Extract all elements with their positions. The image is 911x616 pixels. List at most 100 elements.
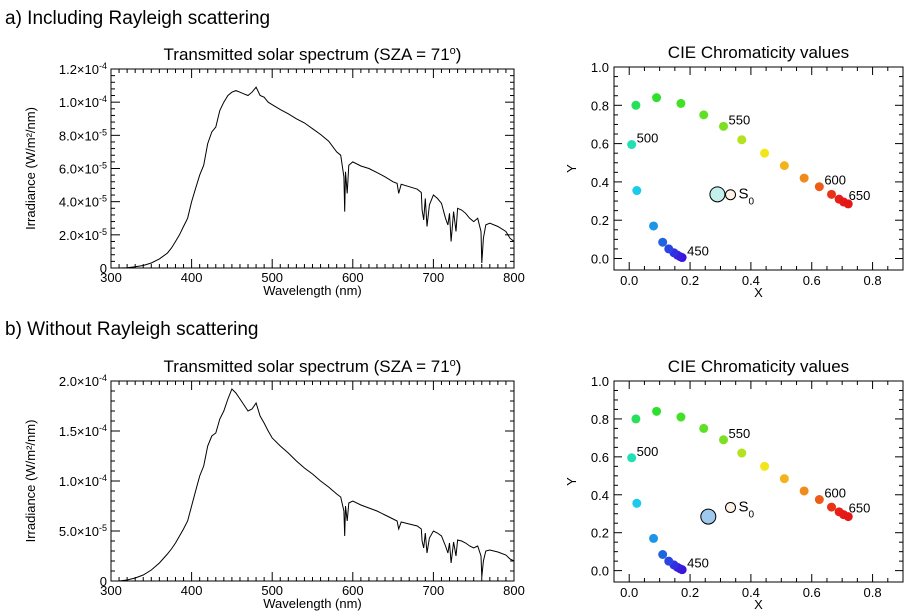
y-tick-label: 0.8 (591, 412, 609, 427)
locus-point (632, 498, 642, 508)
y-tick-label: 0.2 (591, 526, 609, 541)
wavelength-label: 550 (729, 426, 751, 441)
locus-point (632, 186, 642, 196)
y-tick-label: 2.0×10-4 (59, 373, 107, 389)
panel-b-heading: b) Without Rayleigh scattering (5, 319, 258, 340)
locus-point (664, 556, 674, 566)
wavelength-label: 500 (637, 131, 659, 146)
reference-label: S0 (739, 498, 755, 519)
x-tick-label: 800 (503, 270, 525, 285)
title-superscript: o (450, 357, 456, 369)
reference-label: S0 (739, 186, 755, 208)
cie-title: CIE Chromaticity values (668, 357, 849, 376)
y-tick-mantissa: 1.0×10 (59, 474, 99, 489)
cie-title: CIE Chromaticity values (668, 43, 849, 62)
y-tick-label: 1.0×10-4 (59, 473, 107, 489)
spectrum-title: Transmitted solar spectrum (SZA = 71o) (164, 45, 462, 64)
y-tick-mantissa: 5.0×10 (59, 524, 99, 539)
x-tick-label: 0.4 (742, 273, 760, 288)
y-tick-label: 0.2 (591, 213, 609, 228)
y-tick-label: 0.8 (591, 98, 609, 113)
x-tick-label: 0.2 (681, 585, 699, 600)
locus-point (649, 221, 659, 231)
locus-point (699, 110, 709, 120)
y-tick-mantissa: 1.0×10 (59, 95, 99, 110)
locus-point (652, 93, 662, 103)
y-tick-mantissa: 6.0×10 (59, 162, 99, 177)
locus-point (658, 237, 668, 247)
x-tick-label: 300 (100, 270, 122, 285)
x-axis-label: Wavelength (nm) (263, 596, 362, 611)
y-tick-exponent: -5 (99, 194, 107, 204)
wavelength-label: 600 (824, 486, 846, 501)
title-close: ) (456, 45, 462, 64)
sample-chromaticity-point (709, 186, 726, 203)
y-tick-exponent: -5 (99, 523, 107, 533)
wavelength-label: 550 (729, 112, 751, 127)
locus-point (627, 140, 637, 150)
y-tick-label: 1.0×10-4 (59, 94, 107, 110)
y-tick-label: 0.4 (591, 488, 609, 503)
locus-point (814, 495, 824, 505)
wavelength-label: 650 (849, 188, 871, 203)
title-superscript: o (450, 45, 456, 57)
y-tick-label: 6.0×10-5 (59, 161, 107, 177)
locus-point (737, 448, 747, 458)
y-tick-exponent: -5 (99, 227, 107, 237)
y-tick-label: 0 (100, 261, 107, 276)
y-tick-exponent: -5 (99, 161, 107, 171)
reference-label-letter: S (739, 186, 749, 203)
x-tick-label: 0.4 (742, 585, 760, 600)
y-tick-label: 1.5×10-4 (59, 423, 107, 439)
wavelength-label: 450 (687, 244, 709, 259)
y-axis-label: Y (564, 164, 579, 173)
y-tick-mantissa: 2.0×10 (59, 228, 99, 243)
y-axis-label: Irradiance (W/m²/nm) (23, 107, 38, 230)
locus-point (631, 100, 641, 110)
locus-point (843, 512, 853, 522)
locus-point (779, 474, 789, 484)
y-tick-label: 2.0×10-5 (59, 227, 107, 243)
x-tick-label: 0.8 (864, 273, 882, 288)
x-tick-label: 400 (181, 583, 203, 598)
locus-point (652, 406, 662, 416)
locus-point (699, 423, 709, 433)
x-axis-label: X (754, 285, 763, 300)
y-tick-label: 0 (100, 574, 107, 589)
reference-point-s0 (725, 501, 737, 513)
x-tick-label: 0.6 (803, 273, 821, 288)
y-tick-label: 0.6 (591, 137, 609, 152)
y-tick-mantissa: 1.2×10 (59, 62, 99, 77)
locus-point (658, 550, 668, 560)
y-tick-label: 0.0 (591, 564, 609, 579)
y-tick-exponent: -4 (99, 473, 107, 483)
x-tick-label: 0.8 (864, 585, 882, 600)
title-text: Transmitted solar spectrum (SZA = 71 (164, 45, 450, 64)
locus-point (737, 135, 747, 145)
y-axis-label: Irradiance (W/m²/nm) (23, 420, 38, 543)
spectrum-title: Transmitted solar spectrum (SZA = 71o) (164, 357, 462, 376)
title-text: Transmitted solar spectrum (SZA = 71 (164, 357, 450, 376)
y-tick-exponent: -4 (99, 61, 107, 71)
locus-point (664, 244, 674, 254)
locus-point (843, 199, 853, 209)
locus-point (676, 412, 686, 422)
locus-point (719, 435, 729, 445)
x-tick-label: 800 (503, 583, 525, 598)
y-tick-label: 0.6 (591, 450, 609, 465)
x-tick-label: 300 (100, 583, 122, 598)
y-tick-label: 4.0×10-5 (59, 194, 107, 210)
y-tick-label: 0.4 (591, 175, 609, 190)
locus-point (799, 486, 809, 496)
spectrum-line (111, 86, 515, 269)
y-tick-label: 8.0×10-5 (59, 127, 107, 143)
y-tick-label: 5.0×10-5 (59, 523, 107, 539)
locus-point (631, 414, 641, 424)
y-tick-exponent: -4 (99, 94, 107, 104)
wavelength-label: 650 (849, 501, 871, 516)
x-tick-label: 0.0 (620, 585, 638, 600)
reference-point-s0 (725, 189, 737, 201)
reference-label-letter: S (739, 498, 749, 515)
x-tick-label: 700 (423, 270, 445, 285)
